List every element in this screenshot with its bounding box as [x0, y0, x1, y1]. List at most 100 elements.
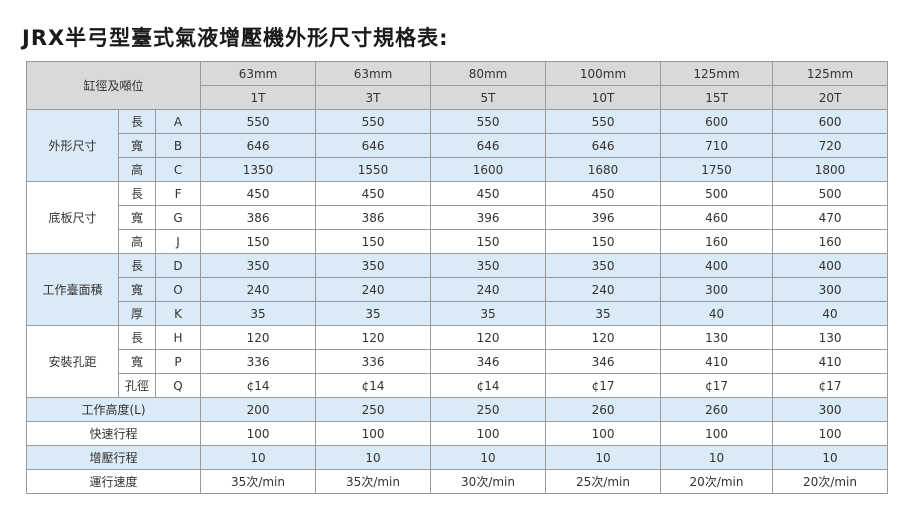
value-cell: 150: [545, 229, 662, 254]
value-cell: 250: [430, 397, 547, 422]
value-cell: 130: [660, 325, 774, 350]
table-row: 工作臺面積長 D 350 350 350 350 400 400: [26, 253, 889, 326]
value-cell: 346: [545, 349, 662, 374]
value-cell: 120: [200, 325, 317, 350]
table-row: 快速行程 100 100 100 100 100 100: [25, 421, 889, 446]
value-cell: 450: [200, 181, 317, 206]
value-cell: 400: [772, 253, 889, 278]
value-cell: 1750: [660, 157, 774, 182]
value-cell: 160: [660, 229, 774, 254]
value-cell: 1800: [772, 157, 889, 182]
value-cell: 260: [660, 397, 774, 422]
value-cell: 400: [660, 253, 774, 278]
value-cell: 40: [772, 301, 889, 326]
dimension-code: C: [154, 157, 202, 182]
value-cell: 336: [200, 349, 317, 374]
dimension-code: P: [154, 349, 202, 374]
value-cell: 336: [315, 349, 432, 374]
value-cell: 35: [430, 301, 547, 326]
value-cell: 100: [200, 421, 317, 446]
dimension-label: 寬: [118, 349, 156, 374]
corner-header: 缸徑及噸位: [25, 61, 202, 110]
dimension-code: J: [154, 229, 202, 254]
tonnage-header: 10T: [545, 85, 662, 110]
value-cell: 346: [430, 349, 547, 374]
value-cell: 300: [660, 277, 774, 302]
tonnage-header: 5T: [430, 85, 547, 110]
bore-header: 100mm: [545, 61, 662, 86]
bore-header: 63mm: [200, 61, 317, 86]
value-cell: 1350: [200, 157, 317, 182]
dimension-code: K: [154, 301, 202, 326]
value-cell: 100: [772, 421, 889, 446]
dimension-label: 厚: [118, 301, 156, 326]
value-cell: 470: [772, 205, 889, 230]
value-cell: 35次/min: [200, 469, 317, 494]
value-cell: ¢14: [315, 373, 432, 398]
value-cell: ¢17: [772, 373, 889, 398]
dimension-label: 高: [118, 157, 156, 182]
dimension-label: 寬: [118, 133, 156, 158]
value-cell: 100: [315, 421, 432, 446]
table-row: 高 C 1350 1550 1600 1680 1750 1800: [27, 157, 889, 182]
dimension-label: 寬: [118, 277, 156, 302]
value-cell: 10: [772, 445, 889, 470]
spec-table: 缸徑及噸位 63mm 63mm 80mm 100mm 125mm 125mm 1T 3T 5T 10…: [25, 61, 889, 494]
value-cell: 10: [200, 445, 317, 470]
value-cell: 25次/min: [545, 469, 662, 494]
value-cell: 100: [660, 421, 774, 446]
value-cell: 150: [315, 229, 432, 254]
group-label: 外形尺寸: [26, 109, 119, 182]
table-row: 寬 B 646 646 646 646 710 720: [27, 133, 889, 158]
table-row: 底板尺寸長 F 450 450 450 450 500 500: [26, 181, 889, 254]
bore-header: 125mm: [660, 61, 774, 86]
value-cell: ¢17: [545, 373, 662, 398]
value-cell: 10: [545, 445, 662, 470]
tonnage-header: 15T: [660, 85, 774, 110]
value-cell: 550: [200, 109, 317, 134]
value-cell: 450: [315, 181, 432, 206]
row-label: 快速行程: [25, 421, 202, 446]
value-cell: 240: [545, 277, 662, 302]
value-cell: 710: [660, 133, 774, 158]
value-cell: 410: [660, 349, 774, 374]
value-cell: 500: [660, 181, 774, 206]
group-label: 安裝孔距: [26, 325, 119, 398]
dimension-code: B: [154, 133, 202, 158]
value-cell: 396: [545, 205, 662, 230]
table-row: 高 J 150 150 150 150 160 160: [27, 229, 889, 254]
value-cell: 35: [545, 301, 662, 326]
table-row: 1T 3T 5T 10T 15T 20T: [27, 85, 889, 110]
value-cell: 350: [315, 253, 432, 278]
row-label: 增壓行程: [25, 445, 202, 470]
bore-header: 63mm: [315, 61, 432, 86]
value-cell: 150: [430, 229, 547, 254]
dimension-code: D: [154, 253, 202, 278]
value-cell: 396: [430, 205, 547, 230]
dimension-code: G: [154, 205, 202, 230]
table-row: 孔徑 Q ¢14 ¢14 ¢14 ¢17 ¢17 ¢17: [27, 373, 889, 398]
value-cell: 410: [772, 349, 889, 374]
dimension-label: 長: [118, 109, 156, 134]
value-cell: 646: [315, 133, 432, 158]
dimension-label: 長: [118, 253, 156, 278]
value-cell: 550: [430, 109, 547, 134]
dimension-code: A: [154, 109, 202, 134]
value-cell: 240: [315, 277, 432, 302]
value-cell: 460: [660, 205, 774, 230]
value-cell: 1680: [545, 157, 662, 182]
row-label: 運行速度: [25, 469, 202, 494]
table-row: 寬 G 386 386 396 396 460 470: [27, 205, 889, 230]
value-cell: 100: [430, 421, 547, 446]
dimension-label: 孔徑: [118, 373, 156, 398]
value-cell: 10: [430, 445, 547, 470]
value-cell: 40: [660, 301, 774, 326]
table-row: 寬 O 240 240 240 240 300 300: [27, 277, 889, 302]
value-cell: ¢14: [430, 373, 547, 398]
dimension-label: 高: [118, 229, 156, 254]
value-cell: 350: [545, 253, 662, 278]
value-cell: 600: [660, 109, 774, 134]
value-cell: 386: [315, 205, 432, 230]
dimension-code: F: [154, 181, 202, 206]
